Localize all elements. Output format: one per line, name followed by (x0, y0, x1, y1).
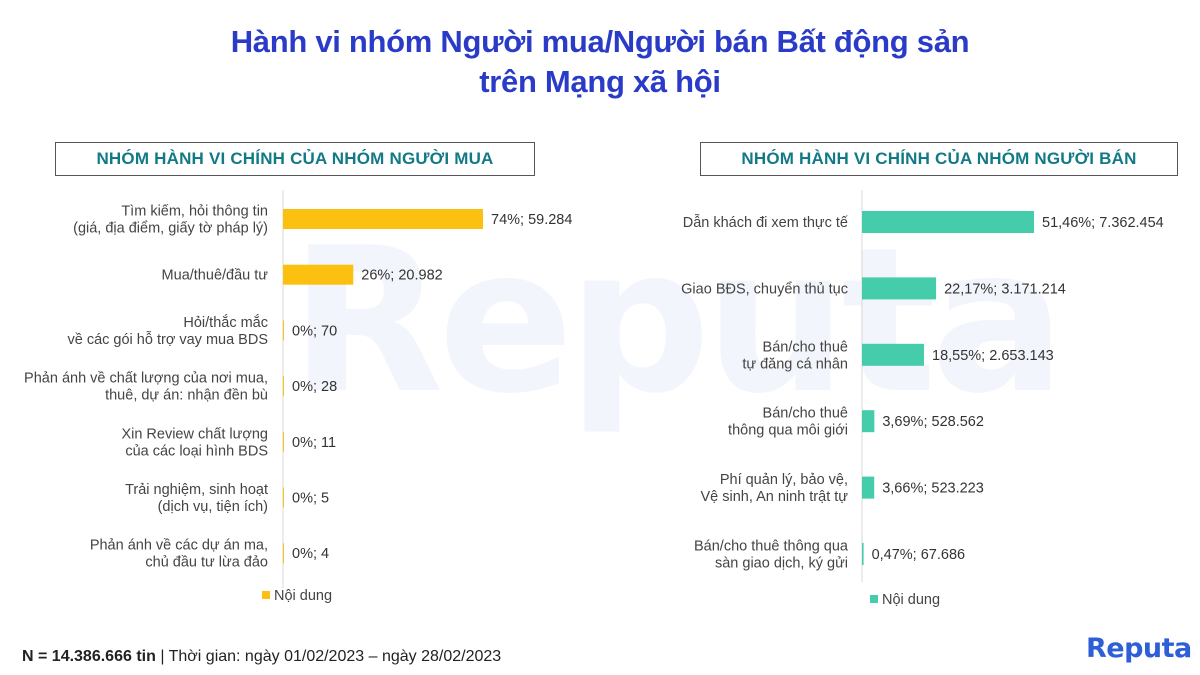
buyer-bar-3 (283, 320, 284, 341)
buyer-value-label-2: 26%; 20.982 (361, 268, 442, 284)
buyer-legend-label: Nội dung (274, 588, 332, 604)
seller-legend-swatch (870, 595, 878, 603)
buyer-category-label-4-line-1: Phản ánh về chất lượng của nơi mua, (24, 371, 268, 387)
buyer-value-label-5: 0%; 11 (292, 435, 336, 451)
buyer-category-label-2-line-1: Mua/thuê/đầu tư (162, 268, 269, 284)
sample-size: N = 14.386.666 tin (22, 648, 156, 665)
buyer-category-label-7-line-2: chủ đầu tư lừa đảo (145, 555, 268, 571)
time-period: Thời gian: ngày 01/02/2023 – ngày 28/02/… (168, 648, 502, 665)
buyer-category-label-6-line-2: (dịch vụ, tiện ích) (158, 499, 268, 515)
seller-category-label-3-line-2: tự đăng cá nhân (742, 356, 848, 372)
buyer-category-label-1-line-1: Tìm kiếm, hỏi thông tin (121, 204, 268, 220)
buyer-category-label-1-line-2: (giá, địa điểm, giấy tờ pháp lý) (73, 221, 268, 237)
page-title-line-1: Hành vi nhóm Người mua/Người bán Bất độn… (230, 24, 970, 59)
seller-bar-1 (862, 211, 1034, 233)
buyer-bar-7 (283, 543, 284, 564)
seller-bar-6 (862, 543, 864, 565)
seller-bar-2 (862, 277, 937, 300)
buyer-value-label-7: 0%; 4 (292, 546, 329, 562)
seller-bar-5 (862, 476, 875, 499)
seller-panel-title: NHÓM HÀNH VI CHÍNH CỦA NHÓM NGƯỜI BÁN (700, 142, 1178, 176)
buyer-category-label-7-line-1: Phản ánh về các dự án ma, (90, 538, 268, 554)
seller-category-label-5-line-2: Vệ sinh, An ninh trật tự (700, 489, 848, 505)
seller-chart-svg: Dẫn khách đi xem thực tế 51,46%; 7.362.45… (681, 190, 1164, 608)
seller-value-label-4: 3,69%; 528.562 (882, 414, 984, 430)
seller-category-label-6-line-2: sàn giao dịch, ký gửi (715, 556, 848, 572)
buyer-category-label-5-line-2: của các loại hình BDS (125, 443, 268, 459)
seller-behavior-chart: Dẫn khách đi xem thực tế 51,46%; 7.362.45… (600, 188, 1200, 616)
buyer-value-label-3: 0%; 70 (292, 323, 337, 339)
buyer-bar-6 (283, 487, 284, 508)
seller-bar-4 (862, 410, 875, 433)
buyer-category-label-6-line-1: Trải nghiệm, sinh hoạt (125, 482, 268, 498)
page-title-line-2: trên Mạng xã hội (479, 64, 721, 99)
footer-separator: | (160, 648, 165, 665)
seller-legend-label: Nội dung (882, 592, 940, 608)
seller-category-label-5-line-1: Phí quản lý, bảo vệ, (720, 472, 848, 488)
seller-bar-3 (862, 343, 925, 366)
buyer-chart-svg: Tìm kiếm, hỏi thông tin(giá, địa điểm, g… (24, 190, 572, 604)
seller-category-label-6-line-1: Bán/cho thuê thông qua (694, 539, 849, 555)
seller-value-label-2: 22,17%; 3.171.214 (944, 281, 1066, 297)
footer-note: N = 14.386.666 tin | Thời gian: ngày 01/… (22, 648, 501, 666)
buyer-value-label-6: 0%; 5 (292, 491, 329, 507)
seller-category-label-4-line-2: thông qua môi giới (728, 423, 848, 439)
seller-value-label-5: 3,66%; 523.223 (882, 481, 984, 497)
seller-value-label-1: 51,46%; 7.362.454 (1042, 215, 1164, 231)
buyer-category-label-4-line-2: thuê, dự án: nhận đền bù (105, 388, 268, 404)
buyer-bar-4 (283, 376, 284, 397)
seller-category-label-3-line-1: Bán/cho thuê (763, 339, 848, 355)
buyer-value-label-1: 74%; 59.284 (491, 212, 572, 228)
buyer-bar-1 (283, 209, 483, 229)
buyer-category-label-3-line-1: Hỏi/thắc mắc (183, 314, 268, 331)
seller-value-label-3: 18,55%; 2.653.143 (932, 348, 1054, 364)
seller-value-label-6: 0,47%; 67.686 (872, 547, 966, 563)
buyer-bar-2 (283, 264, 354, 285)
buyer-category-label-5-line-1: Xin Review chất lượng (121, 426, 268, 442)
reputa-logo: Reputa (1086, 633, 1192, 664)
buyer-category-label-3-line-2: về các gói hỗ trợ vay mua BDS (67, 331, 268, 348)
seller-category-label-2-line-1: Giao BĐS, chuyển thủ tục (681, 281, 848, 297)
buyer-panel-title: NHÓM HÀNH VI CHÍNH CỦA NHÓM NGƯỜI MUA (55, 142, 535, 176)
seller-category-label-4-line-1: Bán/cho thuê (763, 406, 848, 422)
seller-category-label-1-line-1: Dẫn khách đi xem thực tế (683, 214, 848, 231)
buyer-behavior-chart: Tìm kiếm, hỏi thông tin (giá, địa điểm, g… (0, 188, 600, 616)
page-title: Hành vi nhóm Người mua/Người bán Bất độn… (0, 22, 1200, 102)
buyer-legend-swatch (262, 591, 270, 599)
buyer-bar-5 (283, 431, 284, 452)
buyer-value-label-4: 0%; 28 (292, 379, 337, 395)
